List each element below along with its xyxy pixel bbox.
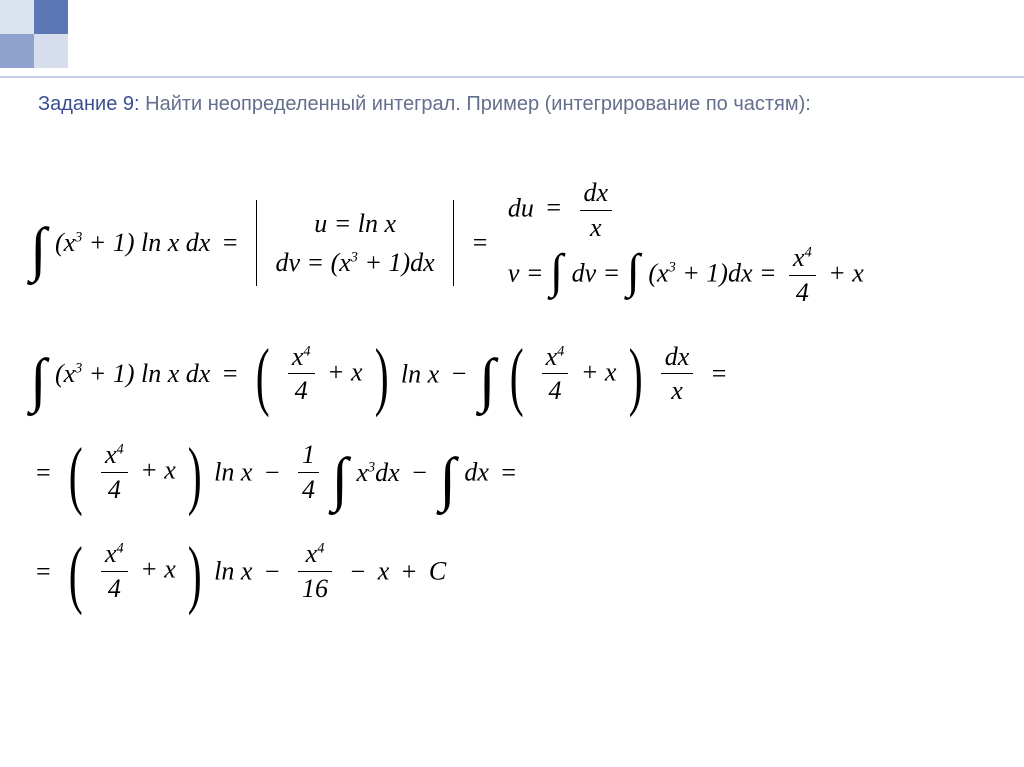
math-row-1: ∫ (x3 + 1) ln x dx = u = ln x dv = (x3 +… bbox=[30, 178, 1000, 308]
fraction: dx x bbox=[578, 178, 615, 243]
decorative-corner bbox=[0, 0, 100, 80]
math-row-2: ∫ (x3 + 1) ln x dx = ( x4 4 + x ) ln x −… bbox=[30, 342, 1000, 407]
heading-accent: Задание 9: bbox=[38, 93, 140, 115]
corner-square bbox=[34, 34, 68, 68]
corner-square bbox=[0, 0, 34, 34]
heading-rest: Найти неопределенный интеграл. Пример (и… bbox=[140, 93, 811, 115]
math-row-4: = ( x4 4 + x ) ln x − x4 16 − x + C bbox=[30, 539, 1000, 604]
expr: (x3 + 1) ln x dx bbox=[55, 228, 217, 257]
header-rule bbox=[0, 76, 1024, 78]
corner-square bbox=[0, 34, 34, 68]
math-row-3: = ( x4 4 + x ) ln x − 1 4 ∫ x3dx − ∫ dx … bbox=[30, 440, 1000, 505]
integral-sign: ∫ bbox=[30, 234, 46, 264]
vbar-left bbox=[256, 200, 257, 286]
vbar-right bbox=[453, 200, 454, 286]
corner-square bbox=[34, 0, 68, 34]
fraction: x4 4 bbox=[787, 243, 818, 308]
slide-heading: Задание 9: Найти неопределенный интеграл… bbox=[38, 92, 811, 116]
substitution-box: u = ln x dv = (x3 + 1)dx bbox=[270, 204, 441, 282]
substitution-result: du = dx x v = ∫ dv = ∫ (x3 + 1)dx = x4 4 bbox=[508, 178, 864, 308]
math-content: ∫ (x3 + 1) ln x dx = u = ln x dv = (x3 +… bbox=[30, 150, 1000, 638]
